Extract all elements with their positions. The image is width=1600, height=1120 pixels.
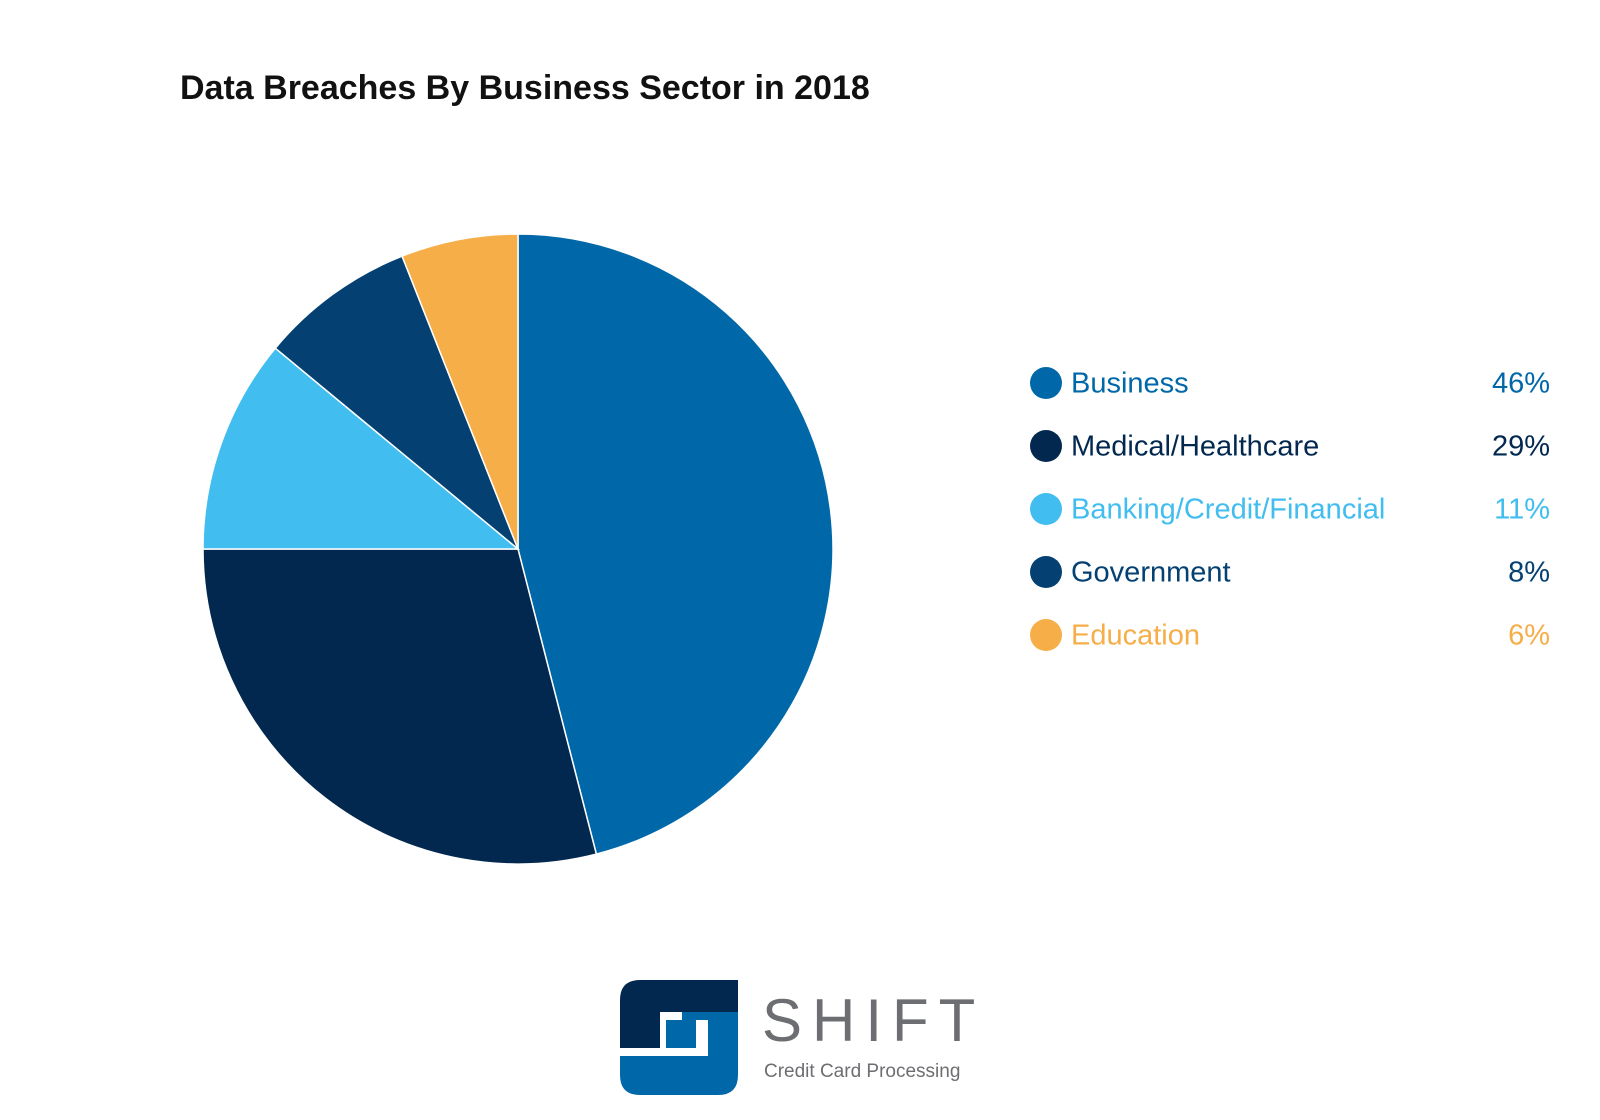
value-label: 29%: [1492, 431, 1550, 463]
pie-slice: [274, 255, 519, 550]
logo-icon-bottom: [620, 1000, 738, 1095]
legend-label: Banking/Credit/Financial: [1071, 494, 1385, 526]
value-label: 11%: [1494, 494, 1550, 526]
legend-marker: [1030, 556, 1062, 588]
logo: SHIFT Credit Card Processing: [620, 980, 985, 1095]
legend-label: Education: [1071, 620, 1200, 652]
legend-marker: [1030, 430, 1062, 462]
legend-marker: [1030, 493, 1062, 525]
logo-name: SHIFT: [762, 987, 985, 1054]
legend-label: Medical/Healthcare: [1071, 431, 1319, 463]
pie-slice: [202, 548, 598, 865]
value-label: 8%: [1508, 557, 1550, 589]
legend-marker: [1030, 367, 1062, 399]
logo-icon-top: [620, 980, 738, 1048]
value-label: 6%: [1508, 620, 1550, 652]
chart-title: Data Breaches By Business Sector in 2018: [180, 69, 870, 107]
pie-slice: [202, 347, 521, 550]
pie-slice: [517, 233, 834, 856]
logo-icon-square: [666, 1020, 696, 1048]
value-label: 46%: [1492, 368, 1550, 400]
legend-label: Business: [1071, 368, 1189, 400]
pie-slice: [401, 233, 519, 550]
logo-tagline: Credit Card Processing: [764, 1061, 960, 1082]
legend-label: Government: [1071, 557, 1231, 589]
legend-marker: [1030, 619, 1062, 651]
